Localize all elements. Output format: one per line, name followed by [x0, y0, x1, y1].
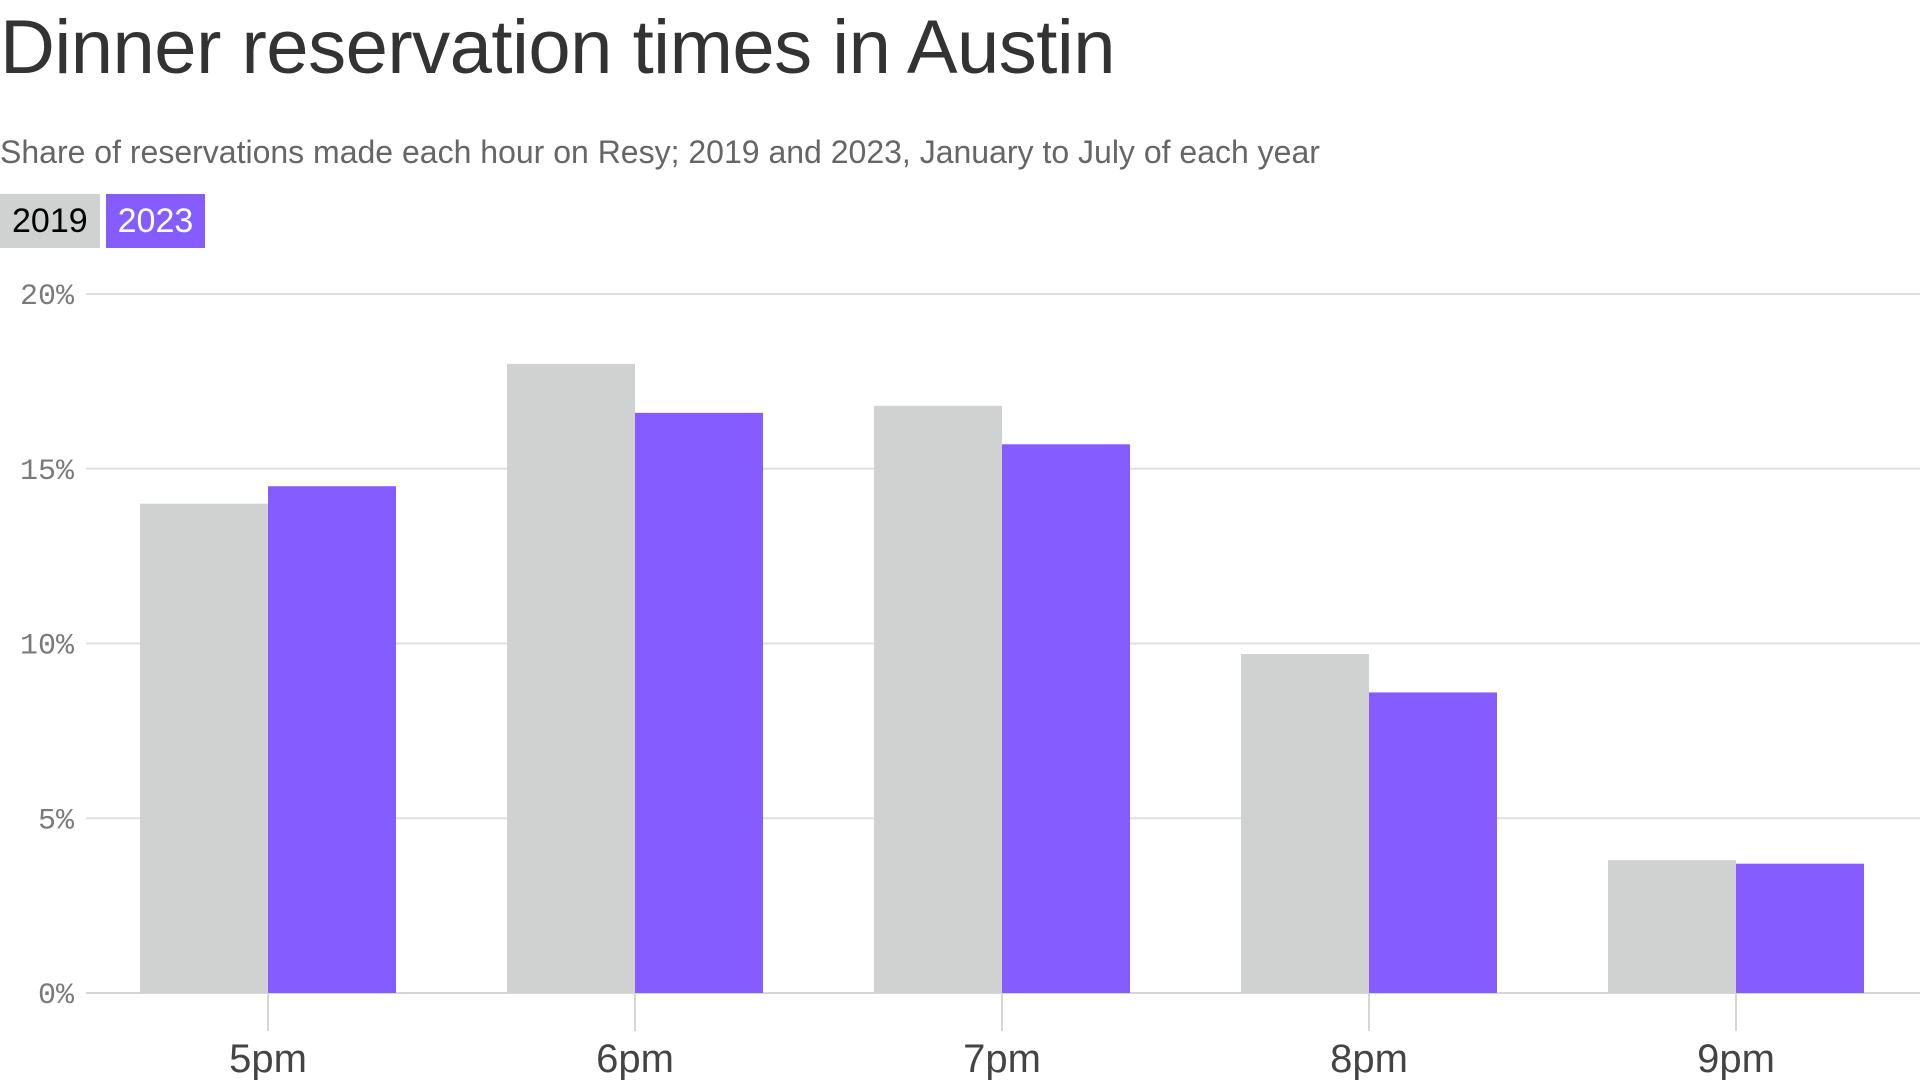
y-tick-label: 0% — [38, 979, 75, 1013]
bars — [140, 363, 1864, 994]
legend: 2019 2023 — [0, 194, 206, 248]
y-tick-label: 15% — [20, 455, 75, 489]
chart-subtitle: Share of reservations made each hour on … — [0, 134, 1320, 170]
x-tick-label: 7pm — [963, 1037, 1041, 1080]
y-tick-label: 5% — [38, 804, 75, 838]
legend-item-2023: 2023 — [105, 194, 206, 248]
chart-title: Dinner reservation times in Austin — [0, 5, 1116, 90]
bar-2019-5pm — [140, 503, 268, 993]
bar-2023-7pm — [1002, 444, 1130, 993]
bar-2023-8pm — [1369, 692, 1497, 993]
bar-2019-7pm — [874, 405, 1002, 994]
bar-2023-5pm — [268, 486, 396, 993]
y-tick-label: 10% — [20, 630, 75, 664]
bar-2019-8pm — [1241, 653, 1369, 993]
bar-2023-6pm — [635, 412, 763, 994]
bar-2019-9pm — [1608, 860, 1736, 993]
legend-item-2019: 2019 — [0, 194, 100, 248]
x-tick-label: 9pm — [1697, 1037, 1775, 1080]
axes: 0% 5% 10% 15% 20% 5pm 6pm 7pm 8pm 9pm — [20, 280, 1775, 1080]
bar-2019-6pm — [507, 363, 635, 993]
bar-2023-9pm — [1736, 863, 1864, 993]
x-tick-label: 8pm — [1330, 1037, 1408, 1080]
x-tick-label: 5pm — [229, 1037, 307, 1080]
y-tick-label: 20% — [20, 280, 75, 314]
x-tick-label: 6pm — [596, 1037, 674, 1080]
